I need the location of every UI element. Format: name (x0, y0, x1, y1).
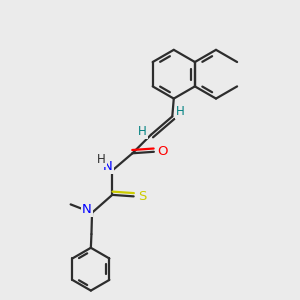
Text: H: H (176, 106, 185, 118)
Text: N: N (82, 203, 92, 216)
Text: S: S (138, 190, 146, 203)
Text: O: O (157, 145, 167, 158)
Text: N: N (103, 160, 113, 173)
Text: H: H (138, 125, 147, 138)
Text: H: H (97, 153, 106, 166)
